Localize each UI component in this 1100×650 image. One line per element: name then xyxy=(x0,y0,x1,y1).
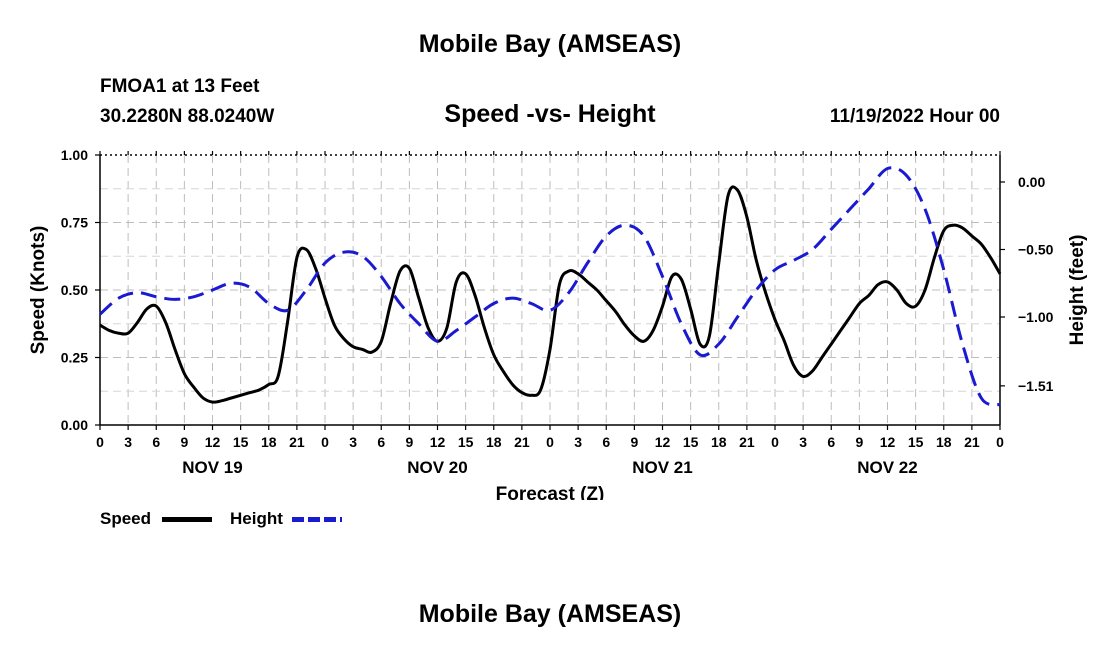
x-tick-label: 6 xyxy=(152,434,160,450)
x-tick-label: 3 xyxy=(349,434,357,450)
x-tick-label: 3 xyxy=(574,434,582,450)
x-tick-label: 21 xyxy=(514,434,530,450)
y2-axis-title: Height (feet) xyxy=(1067,235,1088,346)
axes-layer: 0 3 6 9 12 15 18 21 0 3 6 9 12 15 18 21 0 3 6 9 12 15 18 21 0 3 6 9… xyxy=(28,147,1088,500)
y2-tick-label: −1.51 xyxy=(1018,378,1054,394)
x-tick-label: 15 xyxy=(233,434,249,450)
y-tick-label: 1.00 xyxy=(61,147,88,163)
x-tick-label: 9 xyxy=(405,434,413,450)
x-tick-label: 12 xyxy=(205,434,221,450)
x-tick-label: 12 xyxy=(880,434,896,450)
legend-speed-label: Speed xyxy=(100,509,152,528)
grid-layer xyxy=(100,155,1000,425)
legend-height-label: Height xyxy=(230,509,283,528)
x-tick-label: 0 xyxy=(546,434,554,450)
x-tick-label: 12 xyxy=(430,434,446,450)
x-tick-label: 0 xyxy=(321,434,329,450)
x-tick-label: 3 xyxy=(124,434,132,450)
legend-speed-swatch xyxy=(162,517,212,522)
series-height-line xyxy=(98,166,1001,407)
x-tick-label: 6 xyxy=(377,434,385,450)
series-speed-line xyxy=(99,185,1002,404)
y2-tick-label: −0.50 xyxy=(1018,242,1054,258)
chart-title: Speed -vs- Height xyxy=(444,100,656,128)
x-tick-label: 9 xyxy=(855,434,863,450)
x-axis-title: Forecast (Z) xyxy=(496,484,605,500)
y-tick-label: 0.75 xyxy=(61,215,88,231)
y-tick-label: 0.25 xyxy=(61,350,88,366)
x-tick-label: 18 xyxy=(936,434,952,450)
x-tick-label: 18 xyxy=(486,434,502,450)
x-tick-label: 15 xyxy=(683,434,699,450)
forecast-timestamp: 11/19/2022 Hour 00 xyxy=(829,106,1000,127)
x-tick-label: 6 xyxy=(602,434,610,450)
series-layer xyxy=(98,166,1002,407)
x-tick-label: 21 xyxy=(739,434,755,450)
x-tick-label: 18 xyxy=(261,434,277,450)
day-label: NOV 19 xyxy=(182,458,242,477)
x-tick-label: 15 xyxy=(458,434,474,450)
x-tick-label: 3 xyxy=(799,434,807,450)
x-tick-label: 0 xyxy=(96,434,104,450)
y-axis-title: Speed (Knots) xyxy=(28,226,49,355)
speed-height-chart: 0 3 6 9 12 15 18 21 0 3 6 9 12 15 18 21 0 3 6 9 12 15 18 21 0 3 6 9… xyxy=(28,147,1088,500)
day-label: NOV 22 xyxy=(857,458,917,477)
station-label: FMOA1 at 13 Feet xyxy=(100,76,260,97)
x-tick-label: 0 xyxy=(771,434,779,450)
x-tick-label: 9 xyxy=(630,434,638,450)
x-tick-label: 21 xyxy=(289,434,305,450)
x-tick-label: 18 xyxy=(711,434,727,450)
footer-title: Mobile Bay (AMSEAS) xyxy=(418,600,682,628)
y-tick-label: 0.00 xyxy=(61,417,88,433)
x-tick-label: 0 xyxy=(996,434,1004,450)
legend-height-swatch xyxy=(292,517,342,522)
y2-tick-label: 0.00 xyxy=(1018,174,1045,190)
x-tick-label: 6 xyxy=(827,434,835,450)
day-label: NOV 20 xyxy=(407,458,467,477)
x-tick-label: 12 xyxy=(655,434,671,450)
x-tick-label: 21 xyxy=(964,434,980,450)
day-label: NOV 21 xyxy=(632,458,692,477)
y-tick-label: 0.50 xyxy=(61,282,88,298)
x-tick-label: 15 xyxy=(908,434,924,450)
page-title: Mobile Bay (AMSEAS) xyxy=(418,30,682,58)
station-coords: 30.2280N 88.0240W xyxy=(100,106,275,127)
x-tick-label: 9 xyxy=(180,434,188,450)
y2-tick-label: −1.00 xyxy=(1018,309,1054,325)
